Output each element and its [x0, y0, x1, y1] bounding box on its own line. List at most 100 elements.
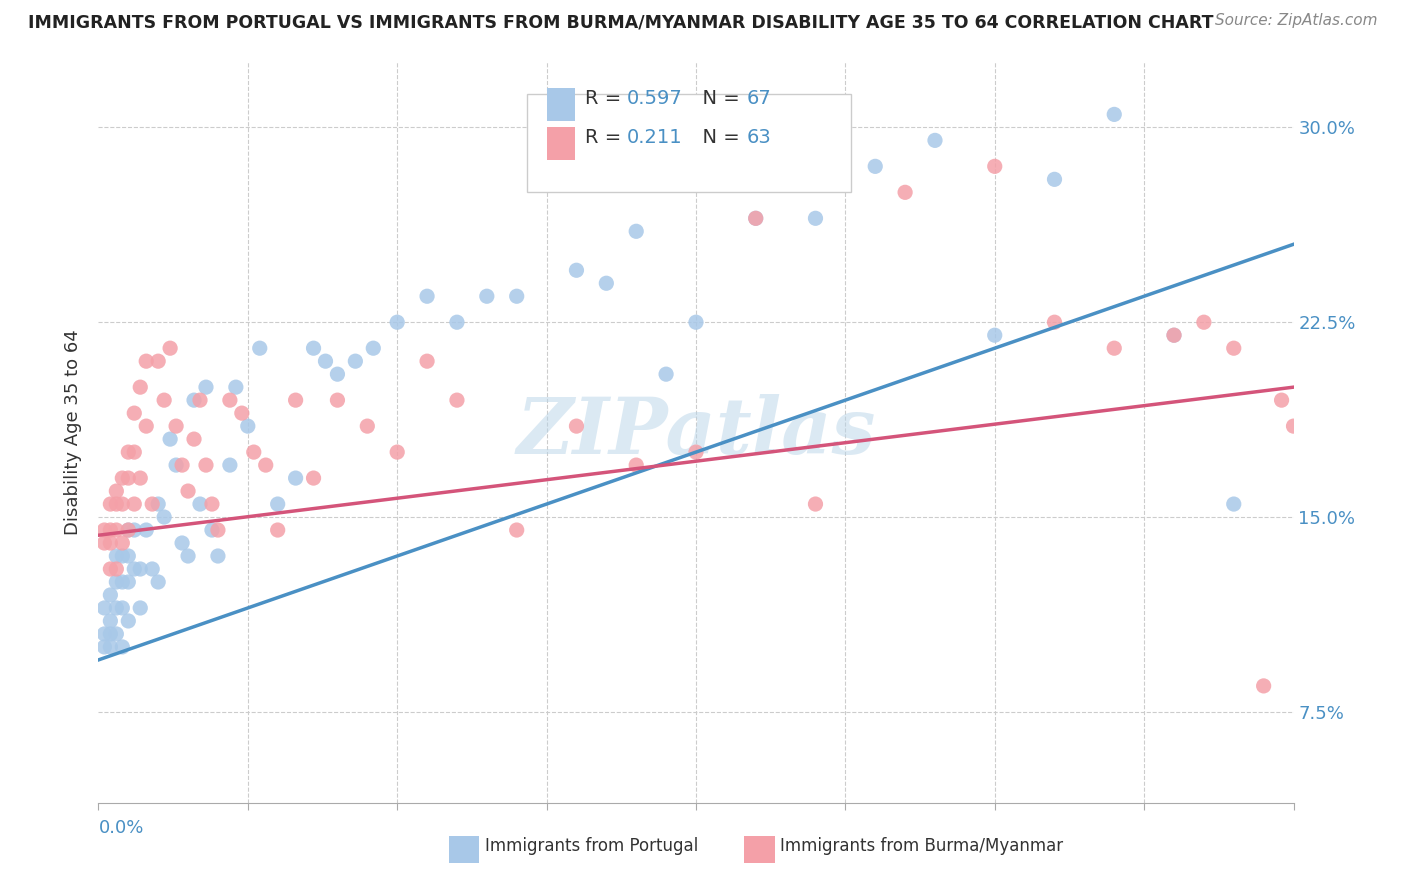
Point [219, 393, 242, 408]
Point [117, 471, 139, 485]
Point [655, 367, 678, 381]
Text: N =: N = [690, 89, 747, 108]
Point [172, 536, 194, 550]
Point [984, 159, 1007, 173]
Point [326, 393, 349, 408]
Point [231, 406, 253, 420]
Point [105, 562, 128, 576]
Text: 63: 63 [747, 128, 772, 146]
Point [626, 224, 648, 238]
Point [984, 328, 1007, 343]
Point [165, 458, 187, 472]
Point [98, 614, 122, 628]
Point [183, 432, 205, 446]
Point [195, 380, 218, 394]
Point [1223, 497, 1246, 511]
Point [626, 458, 648, 472]
Point [124, 562, 146, 576]
Point [105, 523, 128, 537]
Point [188, 497, 211, 511]
Point [356, 419, 378, 434]
Point [98, 640, 122, 654]
Point [124, 523, 146, 537]
Point [1271, 393, 1294, 408]
Point [98, 536, 122, 550]
Point [804, 211, 827, 226]
Point [1043, 172, 1066, 186]
Point [117, 445, 139, 459]
Point [344, 354, 367, 368]
Point [1104, 107, 1126, 121]
Point [207, 523, 229, 537]
Point [207, 549, 229, 563]
Point [225, 380, 247, 394]
Point [124, 406, 146, 420]
Point [93, 627, 115, 641]
Text: IMMIGRANTS FROM PORTUGAL VS IMMIGRANTS FROM BURMA/MYANMAR DISABILITY AGE 35 TO 6: IMMIGRANTS FROM PORTUGAL VS IMMIGRANTS F… [28, 13, 1213, 31]
Text: Source: ZipAtlas.com: Source: ZipAtlas.com [1215, 13, 1378, 29]
Point [129, 601, 152, 615]
Point [93, 601, 115, 615]
Point [745, 211, 768, 226]
Point [135, 419, 157, 434]
Point [177, 484, 200, 499]
Point [416, 289, 439, 303]
Point [105, 549, 128, 563]
Point [685, 445, 707, 459]
Point [201, 523, 224, 537]
Text: Immigrants from Burma/Myanmar: Immigrants from Burma/Myanmar [780, 837, 1063, 855]
Point [804, 497, 827, 511]
Point [284, 393, 307, 408]
Text: 0.211: 0.211 [627, 128, 683, 146]
Point [267, 497, 290, 511]
Point [141, 497, 163, 511]
Point [111, 601, 134, 615]
Point [98, 562, 122, 576]
Point [124, 445, 146, 459]
Text: N =: N = [690, 128, 747, 146]
Point [159, 341, 181, 355]
Point [254, 458, 277, 472]
Point [1163, 328, 1185, 343]
Point [1253, 679, 1275, 693]
Point [1104, 341, 1126, 355]
Point [135, 523, 157, 537]
Point [475, 289, 498, 303]
Point [195, 458, 218, 472]
Point [105, 497, 128, 511]
Point [685, 315, 707, 329]
Point [172, 458, 194, 472]
Point [177, 549, 200, 563]
Point [565, 419, 588, 434]
Text: 0.597: 0.597 [627, 89, 683, 108]
Text: R =: R = [585, 89, 627, 108]
Point [446, 315, 468, 329]
Point [1223, 341, 1246, 355]
Point [363, 341, 385, 355]
Point [111, 640, 134, 654]
Point [243, 445, 266, 459]
Point [302, 471, 325, 485]
Point [148, 354, 170, 368]
Point [302, 341, 325, 355]
Point [159, 432, 181, 446]
Point [111, 549, 134, 563]
Point [111, 497, 134, 511]
Point [141, 562, 163, 576]
Point [219, 458, 242, 472]
Point [1282, 419, 1305, 434]
Point [165, 419, 187, 434]
Point [153, 510, 176, 524]
Point [595, 277, 617, 291]
Point [506, 289, 529, 303]
Point [98, 497, 122, 511]
Point [93, 536, 115, 550]
Point [135, 354, 157, 368]
Point [865, 159, 887, 173]
Point [98, 523, 122, 537]
Point [129, 562, 152, 576]
Point [326, 367, 349, 381]
Point [148, 574, 170, 589]
Point [105, 574, 128, 589]
Point [117, 614, 139, 628]
